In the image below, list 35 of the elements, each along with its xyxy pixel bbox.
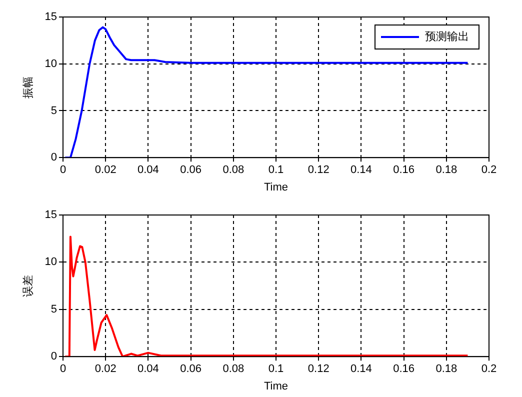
x-tick-label: 0.1 [268,363,284,376]
y-tick-label: 10 [44,256,57,268]
x-tick-label: 0 [60,164,66,176]
x-tick-label: 0.14 [350,164,372,176]
y-tick-label: 0 [50,152,57,164]
x-tick-label: 0.04 [137,164,159,176]
x-tick-label: 0 [60,363,66,376]
x-tick-label: 0.18 [436,363,458,376]
x-axis-title: Time [264,380,288,392]
x-tick-label: 0.18 [436,164,458,176]
x-tick-label: 0.04 [137,363,159,376]
legend-label: 预测输出 [425,30,469,44]
y-tick-label: 15 [44,209,57,222]
y-tick-label: 0 [50,350,57,363]
y-tick-label: 15 [44,11,57,24]
y-tick-label: 5 [50,104,57,117]
x-tick-label: 0.16 [393,164,415,176]
y-tick-label: 5 [50,303,57,316]
y-axis-title: 振幅 [22,76,35,98]
x-tick-label: 0.16 [393,363,415,376]
x-tick-label: 0.2 [481,363,497,376]
x-axis-title: Time [264,181,288,194]
y-axis-title: 误差 [22,274,35,297]
x-tick-label: 0.14 [350,363,372,376]
x-tick-label: 0.12 [308,363,330,376]
x-tick-label: 0.06 [180,363,202,376]
x-tick-label: 0.2 [481,164,497,176]
x-tick-label: 0.1 [268,164,284,176]
y-tick-label: 10 [44,58,57,70]
x-tick-label: 0.08 [222,164,244,176]
x-tick-label: 0.08 [222,363,244,376]
x-tick-label: 0.06 [180,164,202,176]
x-tick-label: 0.02 [94,164,116,176]
x-tick-label: 0.12 [308,164,330,176]
x-tick-label: 0.02 [94,363,116,376]
